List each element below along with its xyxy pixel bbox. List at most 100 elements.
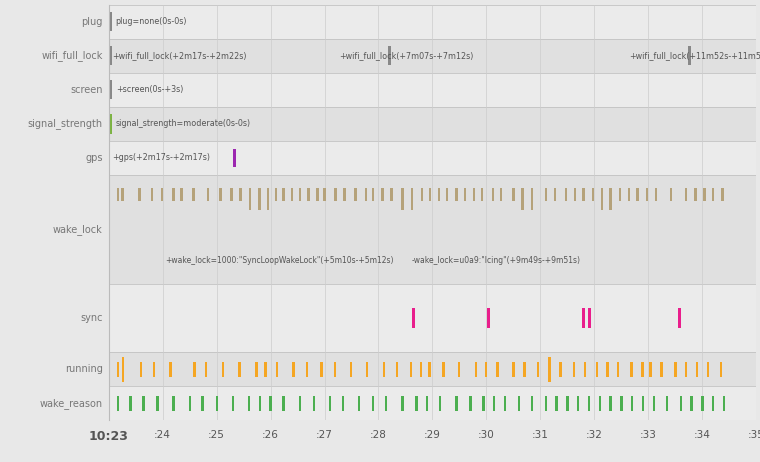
Bar (365, 188, 367, 201)
Bar (230, 188, 233, 201)
Bar (156, 396, 159, 411)
Bar (138, 188, 141, 201)
Bar (239, 188, 242, 201)
Bar (350, 362, 353, 377)
Bar (109, 107, 756, 141)
Bar (565, 188, 567, 201)
Bar (396, 362, 398, 377)
Bar (109, 46, 112, 65)
Bar (334, 362, 336, 377)
Bar (587, 308, 591, 328)
Bar (455, 396, 458, 411)
Bar (636, 188, 639, 201)
Bar (685, 188, 687, 201)
Text: wake_lock: wake_lock (53, 224, 103, 235)
Bar (707, 362, 709, 377)
Bar (694, 188, 697, 201)
Bar (596, 362, 598, 377)
Bar (674, 362, 676, 377)
Bar (109, 12, 112, 31)
Bar (292, 362, 295, 377)
Bar (109, 386, 756, 420)
Text: +wake_lock=1000:"SyncLoopWakeLock"(+5m10s-+5m12s): +wake_lock=1000:"SyncLoopWakeLock"(+5m10… (166, 255, 394, 265)
Text: wake_reason: wake_reason (40, 398, 103, 409)
Bar (492, 188, 494, 201)
Bar (354, 188, 356, 201)
Bar (549, 357, 551, 382)
Bar (537, 362, 539, 377)
Bar (180, 188, 183, 201)
Bar (500, 188, 502, 201)
Bar (485, 362, 487, 377)
Bar (306, 362, 308, 377)
Bar (358, 396, 360, 411)
Bar (312, 396, 315, 411)
Bar (429, 188, 431, 201)
Bar (559, 362, 562, 377)
Bar (701, 396, 704, 411)
Bar (142, 396, 144, 411)
Bar (439, 396, 442, 411)
Bar (267, 188, 269, 210)
Bar (117, 396, 119, 411)
Bar (473, 188, 475, 201)
Text: screen: screen (70, 85, 103, 95)
Bar (238, 362, 241, 377)
Bar (173, 396, 175, 411)
Bar (410, 362, 412, 377)
Bar (678, 308, 681, 328)
Bar (192, 188, 195, 201)
Bar (109, 114, 112, 134)
Bar (324, 188, 326, 201)
Bar (703, 188, 706, 201)
Bar (521, 188, 524, 210)
Bar (660, 362, 663, 377)
Bar (109, 141, 756, 175)
Bar (523, 362, 525, 377)
Text: wifi_full_lock: wifi_full_lock (41, 50, 103, 61)
Bar (270, 396, 272, 411)
Bar (610, 396, 612, 411)
Text: running: running (65, 365, 103, 374)
Bar (474, 362, 477, 377)
Bar (121, 188, 124, 201)
Bar (582, 188, 585, 201)
Bar (169, 362, 172, 377)
Bar (117, 188, 119, 201)
Bar (193, 362, 196, 377)
Bar (606, 362, 609, 377)
Bar (299, 188, 301, 201)
Bar (582, 308, 584, 328)
Bar (420, 362, 423, 377)
Text: signal_strength: signal_strength (27, 118, 103, 129)
Bar (276, 362, 278, 377)
Bar (566, 396, 568, 411)
Bar (641, 362, 644, 377)
Bar (283, 396, 285, 411)
Bar (385, 396, 388, 411)
Bar (556, 396, 558, 411)
Bar (249, 188, 252, 210)
Bar (283, 188, 285, 201)
Bar (233, 149, 236, 167)
Bar (232, 396, 234, 411)
Bar (109, 284, 756, 352)
Bar (679, 396, 682, 411)
Bar (599, 396, 601, 411)
Bar (584, 362, 586, 377)
Bar (372, 396, 375, 411)
Bar (216, 396, 218, 411)
Bar (504, 396, 506, 411)
Bar (109, 80, 112, 99)
Bar (649, 362, 652, 377)
Bar (109, 39, 756, 73)
Bar (690, 396, 693, 411)
Bar (653, 396, 655, 411)
Bar (688, 46, 691, 65)
Bar (382, 188, 384, 201)
Bar (518, 396, 520, 411)
Bar (372, 188, 375, 201)
Bar (438, 188, 440, 201)
Bar (591, 188, 594, 201)
Bar (122, 357, 124, 382)
